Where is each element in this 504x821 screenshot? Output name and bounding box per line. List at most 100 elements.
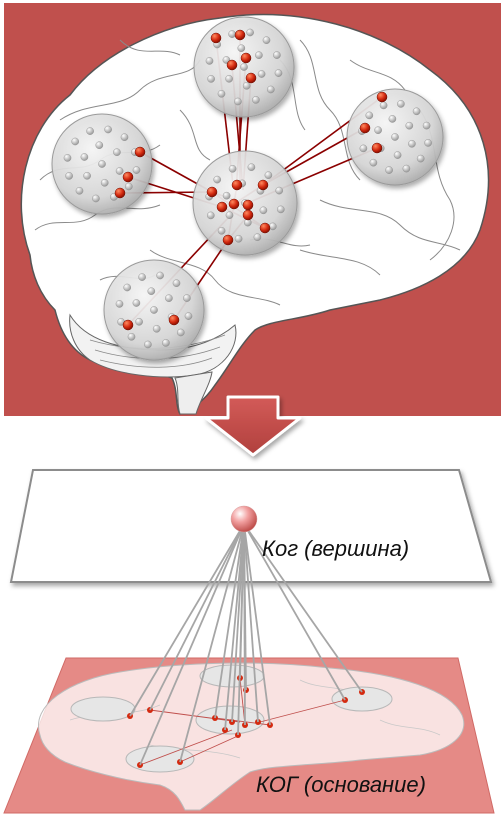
neuron-clusters: [51, 16, 444, 361]
cluster-dot: [217, 226, 226, 235]
cluster-dot: [144, 340, 152, 349]
active-neuron: [222, 234, 234, 246]
cluster-dot: [374, 126, 382, 134]
cluster-dot: [83, 171, 91, 180]
cluster-dot: [266, 85, 275, 94]
projection-line: [224, 523, 245, 731]
cluster-dot: [273, 51, 281, 59]
cluster-dot: [412, 107, 421, 116]
active-neuron: [114, 187, 126, 199]
cluster-dot: [255, 51, 263, 60]
cluster-dot: [237, 44, 246, 53]
active-neuron: [226, 59, 238, 71]
cluster-dot: [138, 273, 146, 281]
cluster-dot: [385, 166, 393, 174]
cluster-dot: [156, 271, 164, 280]
cluster-dot: [391, 133, 399, 141]
cluster-bottom: [103, 259, 205, 361]
projection-line: [243, 523, 363, 693]
cluster-dot: [268, 222, 277, 231]
projection-line: [129, 523, 245, 717]
cluster-dot: [275, 186, 284, 195]
cluster-dot: [183, 294, 191, 302]
active-neuron: [240, 52, 252, 64]
cluster-dot: [205, 57, 214, 65]
cluster-dot: [274, 69, 283, 77]
active-neuron: [371, 142, 383, 154]
cluster-dot: [405, 121, 414, 130]
cluster-dot: [379, 101, 388, 110]
cluster-dot: [225, 75, 233, 83]
cluster-dot: [242, 82, 251, 90]
active-neuron: [122, 319, 134, 331]
cluster-dot: [147, 287, 156, 296]
projection-line: [243, 523, 271, 726]
base-cluster-right: [331, 686, 393, 712]
cluster-dot: [115, 300, 124, 308]
cluster-right: [346, 88, 444, 186]
cluster-dot: [115, 167, 124, 175]
active-neuron: [231, 179, 243, 191]
cluster-dot: [365, 111, 374, 120]
cluster-dot: [75, 186, 84, 195]
active-neuron: [216, 201, 228, 213]
active-neuron: [376, 91, 388, 103]
cluster-center: [192, 150, 298, 256]
cluster-dot: [98, 160, 106, 168]
down-arrow: [204, 395, 302, 457]
active-neuron: [234, 29, 246, 41]
active-neuron: [210, 32, 222, 44]
cluster-dot: [132, 166, 141, 174]
cluster-dot: [217, 90, 226, 98]
cluster-dot: [259, 206, 268, 215]
cluster-dot: [120, 133, 129, 141]
active-neuron: [259, 222, 271, 234]
cluster-dot: [113, 148, 121, 156]
cluster-dot: [71, 137, 79, 146]
projection-line: [139, 523, 245, 766]
active-neuron: [134, 146, 146, 158]
cluster-dot: [234, 234, 243, 243]
cluster-dot: [213, 175, 221, 184]
projection-line: [243, 523, 346, 701]
cluster-dot: [176, 328, 185, 337]
cluster-dot: [162, 339, 170, 347]
cluster-dot: [408, 139, 416, 148]
base-cluster-left: [70, 696, 136, 722]
cluster-dot: [402, 164, 411, 173]
cluster-dot: [246, 28, 254, 37]
apex-label: Ког (вершина): [262, 536, 409, 561]
cluster-dot: [80, 153, 89, 161]
cluster-dot: [86, 127, 94, 135]
active-neuron: [206, 186, 218, 198]
cluster-dot: [228, 164, 237, 173]
cluster-dot: [393, 151, 402, 159]
cluster-dot: [422, 121, 431, 130]
active-neuron: [242, 209, 254, 221]
cluster-dot: [150, 306, 158, 314]
cluster-dot: [132, 299, 141, 307]
cluster-dot: [104, 125, 112, 134]
active-neuron: [168, 314, 180, 326]
base-cluster-bottom: [125, 745, 195, 773]
cluster-dot: [92, 194, 100, 203]
cluster-dot: [424, 139, 432, 147]
projection-line: [179, 523, 245, 763]
cluster-dot: [95, 141, 104, 149]
cluster-dot: [276, 205, 285, 214]
active-neuron: [122, 171, 134, 183]
cluster-dot: [135, 317, 143, 326]
cluster-dot: [65, 172, 73, 180]
cluster-dot: [207, 75, 215, 83]
cluster-dot: [264, 171, 273, 179]
active-neuron: [257, 179, 269, 191]
cluster-dot: [228, 30, 236, 38]
cluster-dot: [184, 312, 193, 320]
cluster-dot: [206, 211, 215, 220]
cluster-dot: [252, 96, 260, 104]
projection-line: [231, 523, 245, 723]
cluster-dot: [172, 279, 181, 288]
base-label: КОГ (основание): [256, 772, 426, 797]
cluster-dot: [359, 144, 368, 153]
